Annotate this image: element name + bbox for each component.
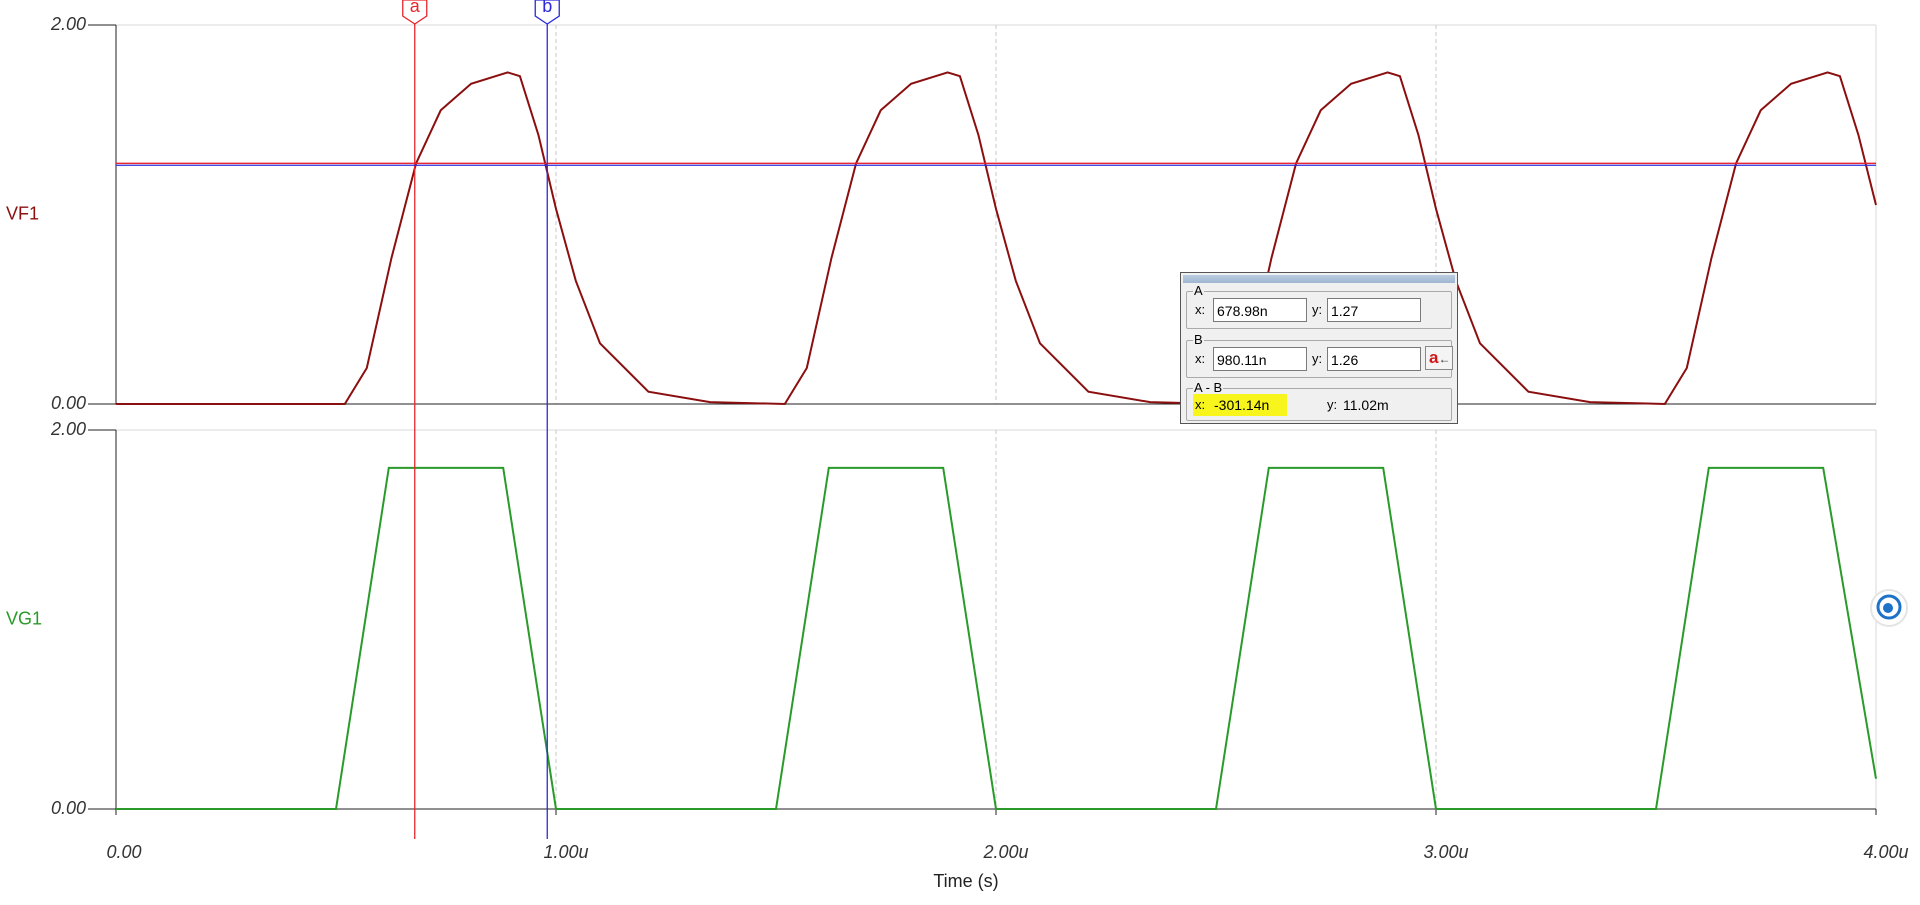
group-title: A: [1193, 283, 1204, 298]
cursor-group-diff: A - B x: -301.14n y: 11.02m: [1186, 380, 1452, 421]
y-label: y:: [1312, 302, 1323, 317]
x-tick-label: 4.00u: [1863, 842, 1908, 862]
series-line: [116, 466, 1877, 810]
x-tick-label: 2.00u: [982, 842, 1028, 862]
panel-title-bar[interactable]: [1183, 275, 1455, 283]
x-label: x:: [1195, 302, 1206, 317]
x-field[interactable]: 678.98n: [1213, 298, 1307, 322]
y-field[interactable]: 1.27: [1327, 298, 1421, 322]
x-tick-label: 3.00u: [1423, 842, 1468, 862]
y-field[interactable]: 1.26: [1327, 347, 1421, 371]
y-tick-label: 0.00: [51, 798, 86, 818]
y-tick-label: 2.00: [50, 14, 86, 34]
arrow-icon: ←: [1438, 352, 1451, 366]
cursor-name: a: [410, 0, 421, 16]
cursor-group-b: B x: 980.11n y: 1.26 a←: [1186, 332, 1453, 378]
y-tick-label: 2.00: [50, 419, 86, 439]
x-tick-label: 1.00u: [543, 842, 588, 862]
cursor-marker: [534, 0, 560, 25]
y-value: 11.02m: [1343, 397, 1389, 413]
y-tick-label: 0.00: [51, 393, 86, 413]
cursor-panel[interactable]: A x: 678.98n y: 1.27 B x: 980.11n y: 1.2…: [1180, 272, 1458, 424]
cursor-marker: [402, 0, 428, 25]
x-label: x:: [1195, 351, 1206, 366]
button-label: a: [1429, 348, 1439, 367]
highlight: [1193, 394, 1287, 416]
x-label: x:: [1195, 397, 1206, 412]
assistant-icon[interactable]: [1869, 588, 1909, 628]
group-title: B: [1193, 332, 1204, 347]
x-value: -301.14n: [1214, 397, 1270, 413]
x-tick-label: 0.00: [106, 842, 141, 862]
series-line: [116, 71, 1877, 406]
y-label: y:: [1327, 397, 1338, 412]
group-title: A - B: [1193, 380, 1224, 395]
cursor-group-a: A x: 678.98n y: 1.27: [1186, 283, 1452, 329]
series-label: VF1: [6, 203, 39, 223]
series-label: VG1: [6, 608, 42, 628]
x-field[interactable]: 980.11n: [1213, 347, 1307, 371]
y-label: y:: [1312, 351, 1323, 366]
swap-button[interactable]: a←: [1425, 346, 1453, 370]
cursor-name: b: [542, 0, 552, 16]
x-axis-title: Time (s): [933, 871, 998, 891]
